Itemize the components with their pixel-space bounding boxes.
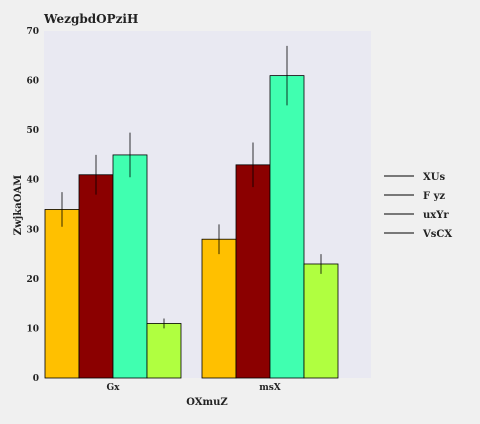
x-axis-label: OXmuZ — [186, 397, 227, 408]
bar — [113, 155, 147, 378]
y-tick-label: 10 — [26, 324, 39, 334]
y-tick-label: 40 — [26, 176, 39, 186]
bar — [45, 209, 79, 378]
bar — [304, 264, 338, 378]
chart-title: WezgbdOPziH — [43, 12, 138, 26]
x-tick-label: msX — [259, 383, 281, 393]
legend: XUs F yz uxYr VsCX — [384, 172, 452, 240]
y-tick-label: 0 — [33, 374, 39, 384]
legend-label: VsCX — [422, 229, 452, 240]
legend-label: F yz — [423, 191, 445, 202]
y-tick-label: 50 — [26, 126, 39, 136]
y-tick-label: 30 — [26, 225, 39, 235]
bar — [202, 239, 236, 378]
bar — [236, 165, 270, 378]
legend-label: uxYr — [423, 210, 449, 221]
y-tick-label: 60 — [26, 77, 39, 87]
legend-label: XUs — [423, 172, 445, 183]
bar — [79, 175, 113, 378]
bar — [147, 323, 181, 378]
x-tick-label: Gx — [106, 383, 120, 393]
y-tick-label: 70 — [26, 27, 39, 37]
y-axis-label: ZwjkaOAM — [13, 175, 24, 235]
y-axis-ticks: 0 10 20 30 40 50 60 70 — [26, 27, 39, 384]
x-axis-ticks: Gx msX — [106, 383, 280, 393]
bar — [270, 76, 304, 378]
y-tick-label: 20 — [26, 275, 39, 285]
